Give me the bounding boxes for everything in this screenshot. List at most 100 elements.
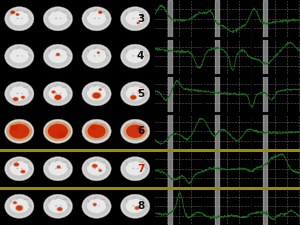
- Ellipse shape: [121, 157, 150, 181]
- Ellipse shape: [135, 125, 143, 130]
- Ellipse shape: [98, 93, 100, 94]
- Ellipse shape: [54, 94, 62, 101]
- Ellipse shape: [10, 124, 29, 138]
- Ellipse shape: [9, 124, 19, 131]
- Ellipse shape: [57, 207, 62, 211]
- Ellipse shape: [82, 157, 111, 181]
- Ellipse shape: [7, 8, 32, 29]
- Ellipse shape: [132, 93, 134, 94]
- Ellipse shape: [92, 203, 97, 206]
- Ellipse shape: [10, 49, 29, 63]
- Ellipse shape: [45, 122, 71, 141]
- Ellipse shape: [56, 131, 67, 139]
- Ellipse shape: [48, 124, 68, 139]
- Ellipse shape: [94, 55, 96, 57]
- Ellipse shape: [98, 11, 102, 14]
- Ellipse shape: [10, 86, 29, 101]
- Ellipse shape: [13, 201, 17, 204]
- Ellipse shape: [126, 11, 145, 25]
- Ellipse shape: [43, 44, 73, 68]
- Ellipse shape: [130, 95, 136, 99]
- Ellipse shape: [13, 162, 20, 167]
- Ellipse shape: [55, 93, 57, 94]
- Ellipse shape: [48, 124, 68, 138]
- Ellipse shape: [55, 205, 57, 207]
- Ellipse shape: [138, 90, 141, 92]
- Ellipse shape: [134, 206, 140, 210]
- Ellipse shape: [16, 93, 19, 94]
- Ellipse shape: [7, 121, 32, 142]
- Ellipse shape: [60, 18, 61, 19]
- Ellipse shape: [121, 194, 150, 218]
- Ellipse shape: [126, 86, 145, 101]
- Ellipse shape: [20, 169, 26, 174]
- Ellipse shape: [55, 130, 57, 132]
- Ellipse shape: [21, 95, 26, 99]
- Ellipse shape: [21, 168, 23, 169]
- Ellipse shape: [7, 83, 32, 104]
- Ellipse shape: [126, 49, 145, 63]
- Text: 8: 8: [137, 201, 144, 211]
- Ellipse shape: [45, 8, 71, 29]
- Ellipse shape: [7, 196, 32, 217]
- Ellipse shape: [51, 90, 56, 94]
- Ellipse shape: [87, 86, 106, 101]
- Ellipse shape: [56, 53, 60, 56]
- Ellipse shape: [84, 83, 110, 104]
- Ellipse shape: [56, 165, 61, 169]
- Ellipse shape: [98, 169, 102, 172]
- Ellipse shape: [90, 124, 97, 129]
- Ellipse shape: [98, 205, 100, 207]
- Ellipse shape: [16, 168, 19, 169]
- Ellipse shape: [87, 11, 106, 25]
- Ellipse shape: [137, 130, 139, 132]
- Ellipse shape: [16, 206, 22, 211]
- Bar: [215, 0, 219, 225]
- Ellipse shape: [43, 194, 73, 218]
- Ellipse shape: [87, 124, 106, 138]
- Ellipse shape: [16, 13, 19, 16]
- Ellipse shape: [56, 207, 63, 211]
- Ellipse shape: [85, 122, 109, 140]
- Ellipse shape: [92, 93, 101, 98]
- Ellipse shape: [126, 161, 145, 176]
- Ellipse shape: [56, 53, 60, 56]
- Text: 7: 7: [137, 164, 144, 174]
- Ellipse shape: [126, 124, 144, 138]
- Ellipse shape: [21, 205, 23, 207]
- Ellipse shape: [122, 83, 148, 104]
- Ellipse shape: [15, 13, 20, 16]
- Ellipse shape: [93, 203, 97, 206]
- Ellipse shape: [122, 196, 148, 217]
- Ellipse shape: [137, 22, 140, 24]
- Ellipse shape: [4, 119, 34, 143]
- Ellipse shape: [60, 168, 61, 169]
- Ellipse shape: [132, 18, 134, 19]
- Ellipse shape: [43, 119, 73, 143]
- Ellipse shape: [43, 157, 73, 181]
- Ellipse shape: [122, 46, 148, 67]
- Ellipse shape: [48, 11, 68, 25]
- Ellipse shape: [140, 14, 144, 17]
- Ellipse shape: [4, 194, 34, 218]
- Ellipse shape: [60, 130, 61, 132]
- Ellipse shape: [98, 11, 103, 14]
- Ellipse shape: [55, 55, 57, 57]
- Ellipse shape: [94, 130, 96, 132]
- Ellipse shape: [84, 158, 110, 179]
- Ellipse shape: [45, 121, 71, 142]
- Ellipse shape: [45, 158, 71, 179]
- Ellipse shape: [13, 201, 17, 205]
- Ellipse shape: [136, 22, 140, 25]
- Ellipse shape: [52, 90, 56, 93]
- Ellipse shape: [15, 205, 24, 211]
- Ellipse shape: [57, 166, 61, 168]
- Ellipse shape: [48, 86, 68, 101]
- Ellipse shape: [137, 89, 142, 92]
- Ellipse shape: [137, 55, 139, 56]
- Ellipse shape: [43, 7, 73, 31]
- Ellipse shape: [4, 44, 34, 68]
- Ellipse shape: [132, 55, 134, 57]
- Ellipse shape: [132, 205, 134, 207]
- Ellipse shape: [137, 18, 139, 19]
